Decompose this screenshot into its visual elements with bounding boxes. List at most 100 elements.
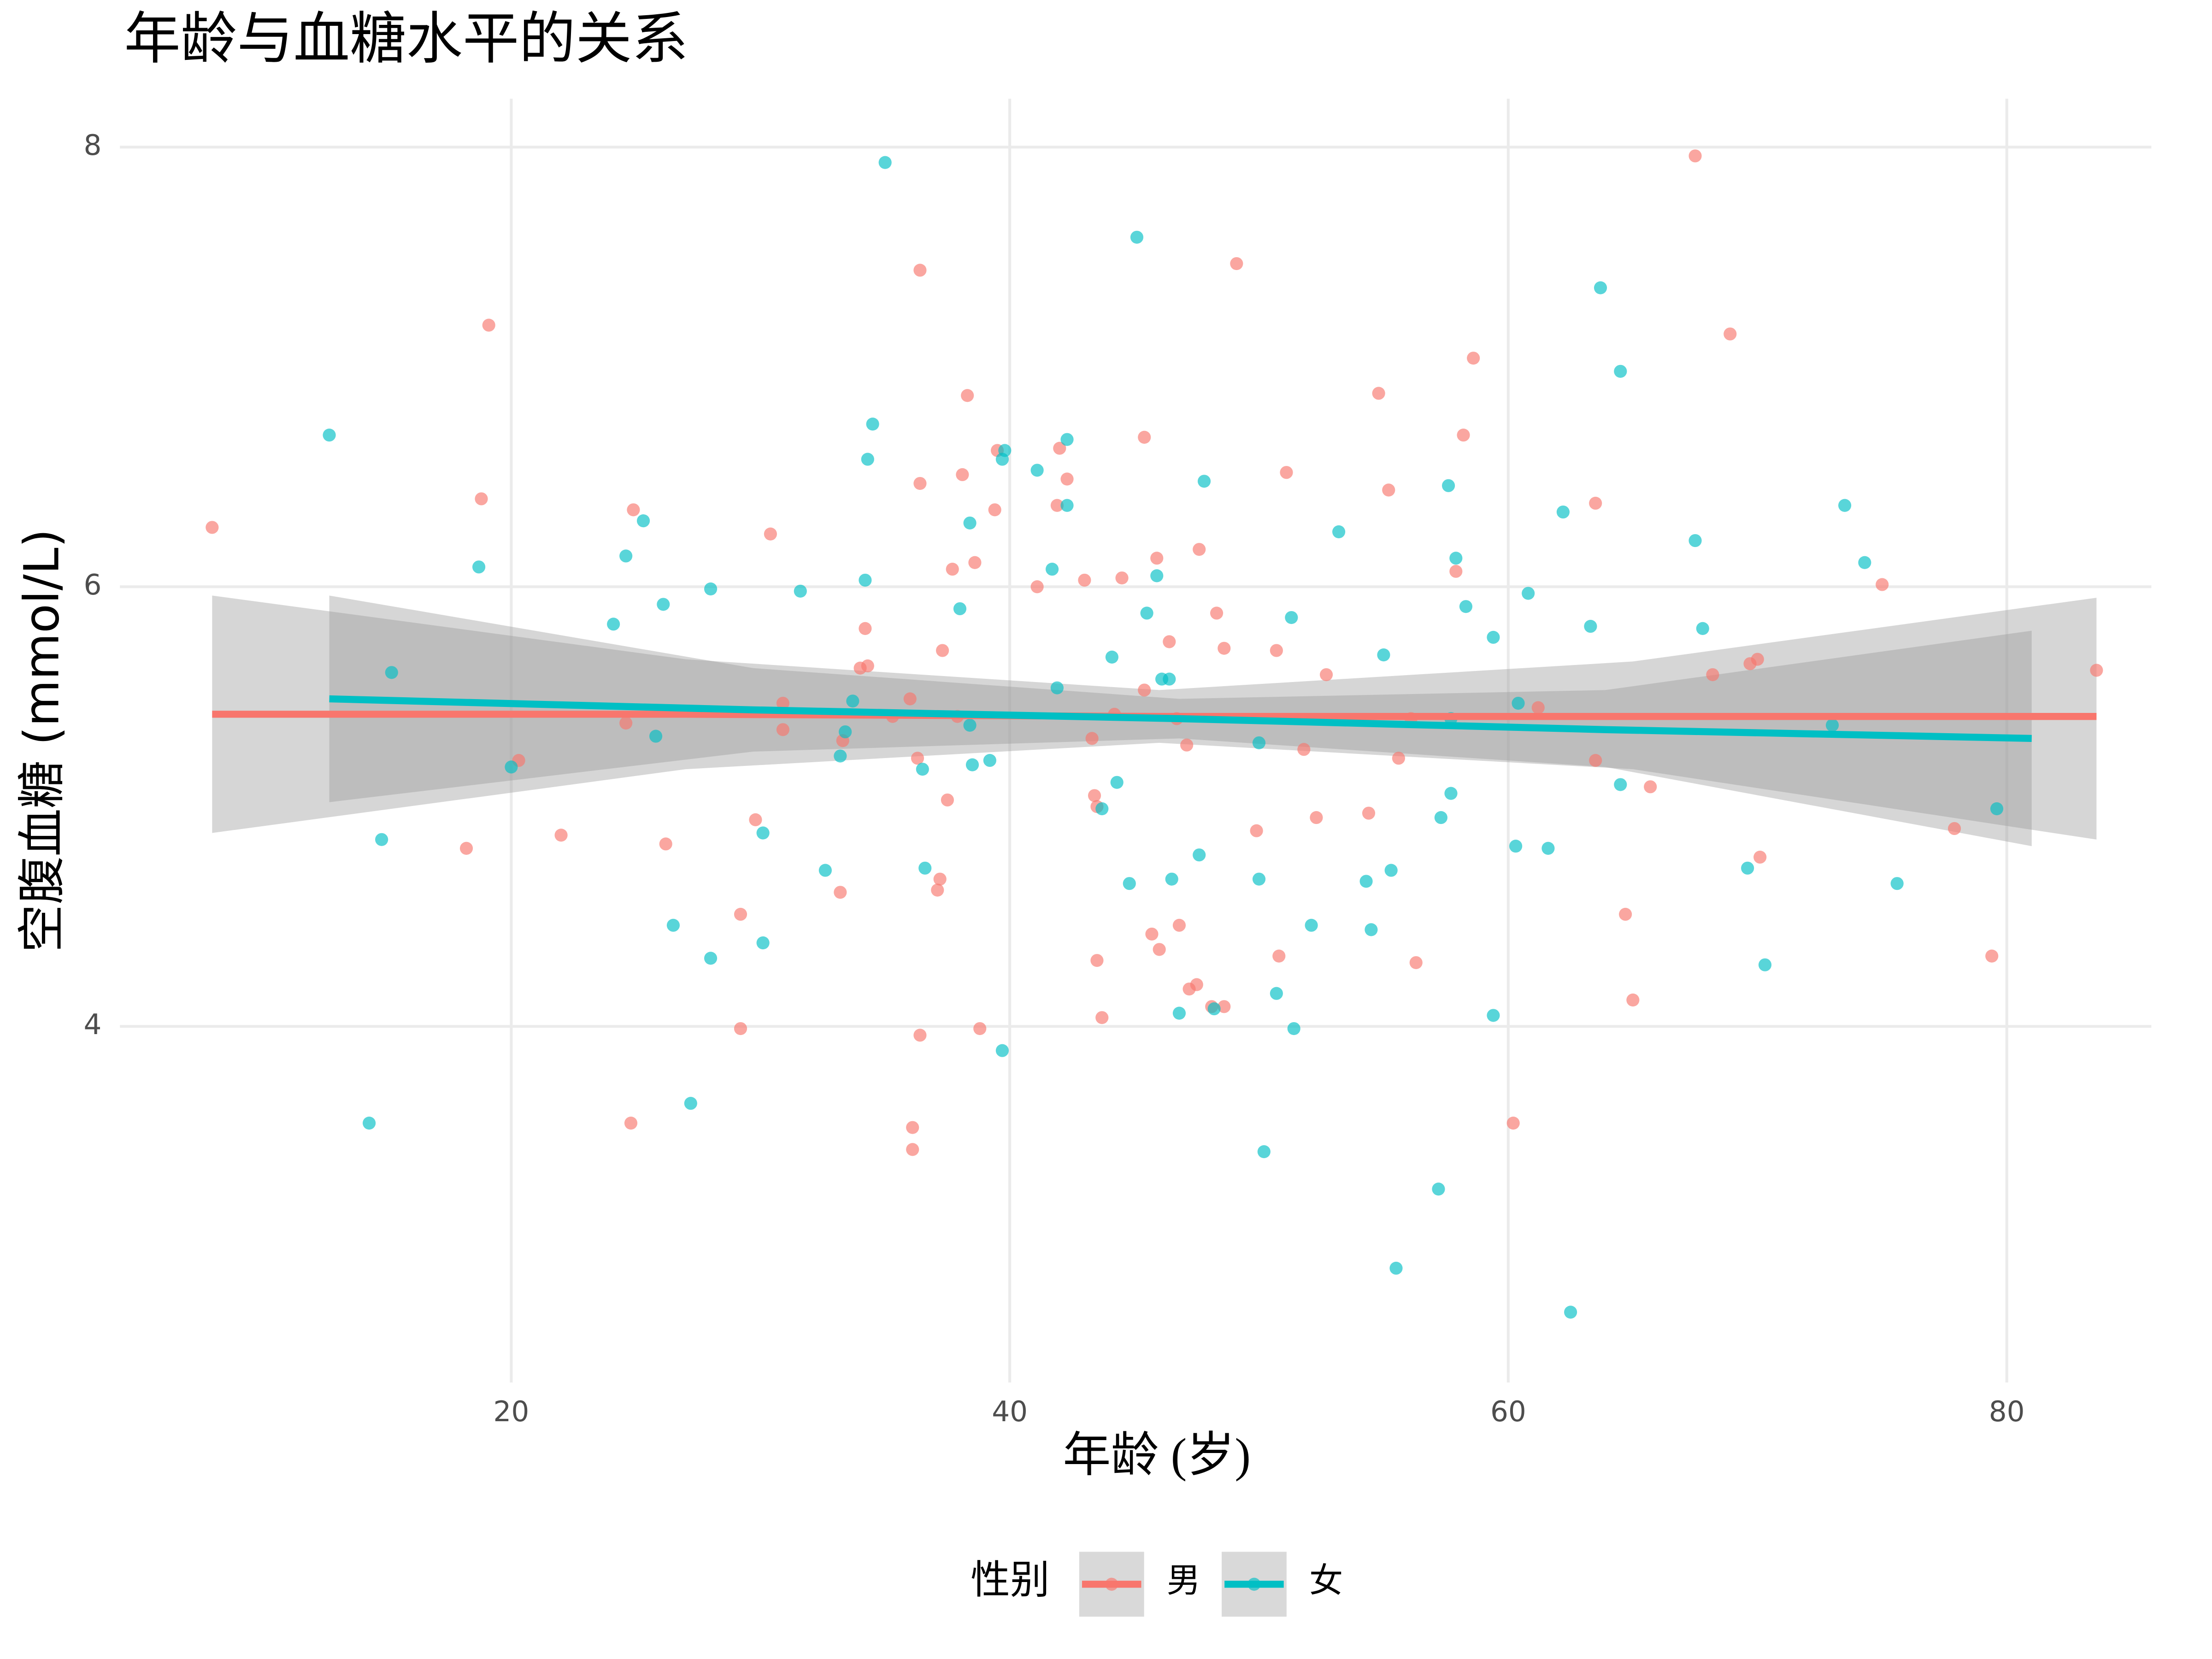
point <box>1060 433 1074 446</box>
fit-line <box>329 695 2032 742</box>
point <box>963 516 977 529</box>
point <box>375 833 388 846</box>
point <box>607 618 620 631</box>
point <box>1310 811 1323 824</box>
point <box>1115 571 1129 585</box>
point <box>906 1143 919 1156</box>
point <box>859 573 872 587</box>
point <box>946 562 959 576</box>
point <box>1030 464 1044 477</box>
point <box>649 729 663 743</box>
point <box>956 468 969 482</box>
point <box>1030 580 1044 594</box>
point <box>554 829 568 842</box>
point <box>627 503 640 517</box>
point <box>1095 1011 1109 1024</box>
legend-point <box>1247 1577 1261 1591</box>
point <box>1696 622 1709 635</box>
point <box>1165 872 1178 886</box>
point <box>1150 569 1164 582</box>
point <box>1332 525 1346 539</box>
point <box>1751 653 1764 666</box>
point <box>913 477 927 490</box>
point <box>1163 635 1176 648</box>
point <box>1442 479 1455 492</box>
point <box>1095 802 1109 816</box>
point <box>818 864 832 877</box>
point <box>1257 1145 1271 1159</box>
point <box>913 264 927 277</box>
point <box>1285 611 1298 624</box>
legend: 性别 男 女 <box>971 1552 1343 1617</box>
y-tick-label: 6 <box>83 569 101 601</box>
point <box>913 1029 927 1042</box>
point <box>861 453 874 466</box>
point <box>1644 780 1657 794</box>
point <box>1362 806 1376 820</box>
point <box>866 418 879 431</box>
x-tick-label: 60 <box>1490 1395 1526 1428</box>
point <box>636 514 650 528</box>
point <box>1858 556 1871 569</box>
point <box>1409 956 1423 970</box>
point <box>988 503 1001 517</box>
point <box>619 549 633 563</box>
labels: 20 40 60 80 4 6 8 <box>83 129 2024 1428</box>
point <box>1594 281 1607 294</box>
point <box>1210 606 1224 620</box>
point <box>916 763 929 776</box>
point <box>1457 429 1470 442</box>
point <box>1564 1306 1577 1319</box>
x-tick-label: 20 <box>493 1395 529 1428</box>
point <box>936 644 949 657</box>
point <box>1487 1009 1500 1022</box>
point <box>1085 732 1099 745</box>
point <box>1990 802 2004 816</box>
point <box>1270 987 1283 1000</box>
point <box>1506 1117 1520 1130</box>
point <box>1985 949 1999 963</box>
point <box>1947 822 1961 835</box>
point <box>1384 864 1398 877</box>
point <box>1060 472 1074 486</box>
point <box>1706 668 1719 682</box>
point <box>1287 1022 1300 1035</box>
point <box>1297 743 1311 756</box>
x-axis-label: 年龄 (岁) <box>1063 1428 1251 1482</box>
legend-point <box>1105 1577 1118 1591</box>
point <box>459 841 473 855</box>
point <box>1444 787 1458 800</box>
point <box>734 907 747 921</box>
point <box>911 752 924 765</box>
point <box>1619 907 1632 921</box>
point <box>206 521 219 534</box>
y-tick-label: 8 <box>83 129 101 162</box>
point <box>1467 352 1480 365</box>
point <box>861 659 874 673</box>
point <box>1078 573 1091 587</box>
point <box>666 918 680 932</box>
point <box>1050 499 1064 512</box>
point <box>624 1117 638 1130</box>
point <box>385 666 398 679</box>
point <box>475 492 488 506</box>
point <box>1509 840 1523 853</box>
point <box>1758 958 1772 971</box>
point <box>834 886 847 899</box>
point <box>1280 466 1293 479</box>
point <box>1272 949 1286 963</box>
point <box>1434 811 1447 824</box>
point <box>1150 552 1164 565</box>
point <box>1522 587 1535 600</box>
point <box>505 760 518 774</box>
point <box>1230 257 1243 271</box>
point <box>1190 978 1203 991</box>
point <box>965 758 979 771</box>
point <box>1876 578 1889 591</box>
legend-label: 女 <box>1309 1562 1343 1600</box>
point <box>684 1097 697 1110</box>
point <box>2090 664 2103 677</box>
point <box>1060 499 1074 512</box>
